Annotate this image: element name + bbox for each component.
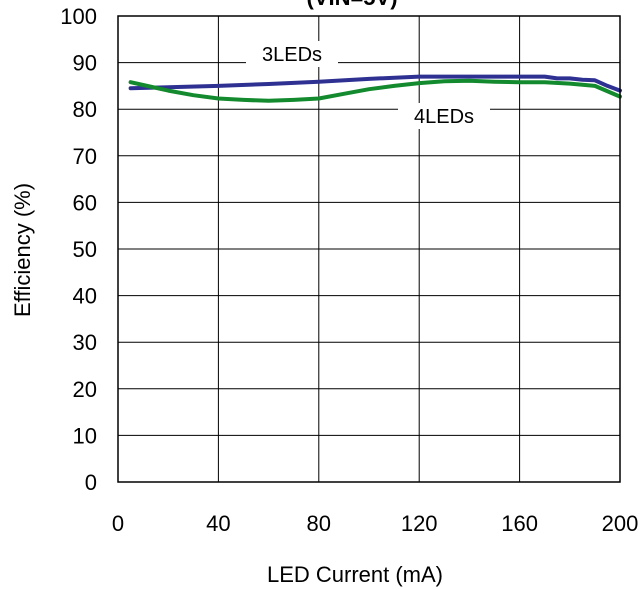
y-tick-label: 30 <box>73 330 97 355</box>
x-tick-label: 40 <box>206 511 230 536</box>
plot-frame <box>117 15 621 483</box>
series-label-text: 4LEDs <box>414 106 474 128</box>
y-axis-title: Efficiency (%) <box>10 183 35 317</box>
series-line-4leds <box>128 78 622 103</box>
y-tick-label: 100 <box>60 4 97 29</box>
y-tick-label: 90 <box>73 51 97 76</box>
x-tick-label: 0 <box>112 511 124 536</box>
y-tick-label: 20 <box>73 377 97 402</box>
series-label-background <box>398 103 490 129</box>
y-tick-label: 60 <box>73 190 97 215</box>
series-labels: 3LEDs 4LEDs <box>246 41 490 129</box>
series-lines <box>128 74 622 103</box>
x-tick-labels: 0 40 80 120 160 200 <box>112 511 638 536</box>
x-axis-title: LED Current (mA) <box>267 562 443 587</box>
chart-title: (VIN=5V) <box>306 0 397 10</box>
y-tick-label: 10 <box>73 423 97 448</box>
x-tick-label: 80 <box>307 511 331 536</box>
series-label-4leds: 4LEDs <box>398 103 490 129</box>
y-tick-label: 50 <box>73 237 97 262</box>
y-tick-label: 0 <box>85 470 97 495</box>
y-tick-label: 80 <box>73 97 97 122</box>
y-tick-label: 70 <box>73 144 97 169</box>
x-tick-label: 200 <box>602 511 639 536</box>
y-tick-label: 40 <box>73 284 97 309</box>
series-line-3leds <box>128 74 622 93</box>
series-label-background <box>246 41 338 67</box>
series-label-3leds: 3LEDs <box>246 41 338 67</box>
y-tick-labels: 0 10 20 30 40 50 60 70 80 90 100 <box>60 4 97 495</box>
x-tick-label: 160 <box>501 511 538 536</box>
series-label-text: 3LEDs <box>262 44 322 66</box>
x-tick-label: 120 <box>401 511 438 536</box>
